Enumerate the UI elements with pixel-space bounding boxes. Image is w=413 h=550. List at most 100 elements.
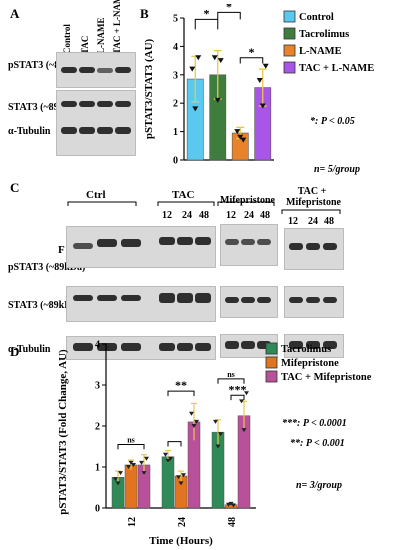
significance-label: *** — [229, 382, 247, 396]
data-point — [126, 465, 131, 469]
panel-c-row-label: STAT3 (~89kDa) — [8, 300, 80, 311]
y-tick-label: 4 — [173, 42, 178, 53]
significance-bracket — [217, 11, 241, 20]
y-tick-label: 5 — [173, 14, 178, 25]
panel-c-side-letter: F — [58, 244, 65, 256]
panel-a-row-label: α-Tubulin — [8, 126, 51, 137]
data-point — [237, 134, 244, 140]
panel-c-row-label: α-Tubulin — [8, 344, 51, 355]
data-point — [241, 428, 247, 433]
data-point — [178, 481, 184, 486]
data-point — [176, 475, 181, 480]
y-axis-label: pSTAT3/STAT3 (AU) — [143, 38, 155, 139]
data-point — [211, 55, 218, 61]
panel-c-time-label: 48 — [260, 210, 270, 221]
legend-swatch — [283, 44, 296, 57]
significance-label: * — [204, 6, 210, 20]
panel-c-blot-stat3-b — [220, 286, 278, 318]
panel-c-time-label: 24 — [182, 210, 192, 221]
legend-swatch — [265, 342, 278, 355]
y-tick-label: 4 — [95, 340, 100, 351]
data-point — [195, 55, 202, 61]
panel-c-blot-stat3-a — [66, 286, 216, 322]
panel-c-blot-pstat3-b — [220, 224, 278, 266]
legend-swatch — [265, 370, 278, 383]
significance-label: * — [226, 4, 232, 13]
data-point — [239, 399, 244, 404]
legend-label: Tacrolimus — [299, 29, 349, 40]
panel-c-group-label: TAC — [172, 189, 195, 201]
panel-b-letter: B — [140, 6, 149, 21]
y-tick-label: 0 — [95, 504, 100, 515]
panel-c-blot-pstat3-c — [284, 228, 344, 270]
legend-swatch — [283, 27, 296, 40]
significance-bracket — [217, 378, 245, 384]
significance-bracket — [167, 390, 195, 397]
panel-c-time-label: 48 — [324, 216, 334, 227]
panel-a-letter: A — [10, 6, 20, 21]
panel-c-letter: C — [10, 180, 20, 195]
y-tick-label: 1 — [173, 127, 178, 138]
data-point — [118, 471, 123, 476]
y-tick-label: 2 — [173, 99, 178, 110]
data-point — [165, 458, 171, 463]
legend-label: TAC + Mifepristone — [281, 372, 372, 383]
legend-label: Mifepristone — [281, 358, 339, 369]
significance-bracket — [239, 57, 264, 64]
data-point — [228, 501, 234, 506]
panel-c-blot-tubulin-c — [284, 334, 344, 358]
data-point — [259, 103, 266, 109]
data-point — [191, 424, 197, 428]
y-axis-label: pSTAT3/STAT3 (Fold Change, AU) — [57, 349, 69, 515]
legend-label: Tacrolimus — [281, 344, 331, 355]
y-tick-label: 0 — [173, 156, 178, 167]
annotation: n= 3/group — [296, 480, 342, 491]
bar — [124, 464, 138, 509]
panel-c-group-label: TAC + Mifepristone — [286, 186, 341, 208]
y-tick-label: 1 — [95, 463, 100, 474]
panel-b-chart: 0 1 2 3 4 5 pSTAT3/STAT3 (AU) * * * Control Tacroli… — [143, 4, 374, 175]
panel-d-letter: D — [10, 344, 20, 359]
significance-label: ns — [227, 370, 235, 379]
bar — [161, 456, 175, 509]
panel-c-blot-pstat3-a — [66, 226, 216, 268]
legend-swatch — [283, 61, 296, 74]
data-point — [262, 63, 269, 69]
x-tick-label: 24 — [177, 517, 188, 527]
x-tick-label: 12 — [127, 517, 138, 527]
significance-label: * — [249, 45, 255, 59]
panel-c-blot-tubulin-a — [66, 336, 216, 360]
data-point — [244, 391, 249, 396]
y-tick-label: 3 — [95, 381, 100, 392]
data-point — [218, 432, 223, 437]
legend-label: Control — [299, 12, 334, 23]
x-tick-label: 48 — [227, 517, 238, 527]
annotation: *: P < 0.05 — [310, 116, 355, 127]
significance-label: ns — [127, 435, 135, 444]
y-tick-label: 2 — [95, 422, 100, 433]
data-point — [139, 460, 144, 465]
panel-c-time-label: 24 — [308, 216, 318, 227]
significance-bracket — [194, 18, 219, 30]
data-point — [231, 503, 236, 508]
data-point — [217, 58, 224, 64]
data-point — [192, 106, 199, 112]
panel-c-row-label: pSTAT3 (~89kDa) — [8, 262, 86, 273]
data-point — [256, 77, 263, 83]
data-point — [168, 456, 173, 461]
annotation: n= 5/group — [314, 164, 360, 175]
panel-c-group-label: Ctrl — [86, 189, 106, 201]
data-point — [113, 477, 118, 482]
panel-a-blot-pstat3 — [56, 52, 136, 88]
data-point — [115, 481, 121, 486]
data-point — [131, 462, 136, 467]
significance-bracket — [117, 443, 145, 450]
panel-c-time-label: 24 — [244, 210, 254, 221]
data-point — [234, 129, 241, 135]
panel-c-time-label: 12 — [162, 210, 172, 221]
data-point — [213, 419, 218, 424]
legend-label: TAC + L-NAME — [299, 63, 374, 74]
annotation: **: P < 0.001 — [290, 438, 345, 449]
panel-a-blot-stat3-tubulin — [56, 90, 136, 156]
significance-bracket — [167, 441, 182, 447]
